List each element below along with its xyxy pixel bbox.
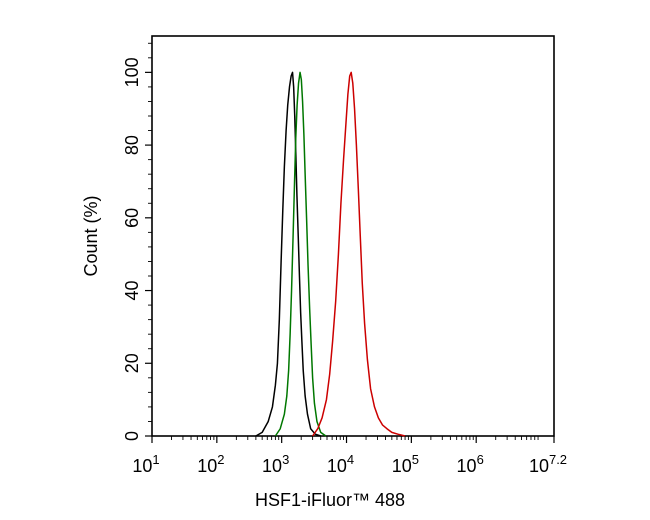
series-line-1 — [255, 71, 321, 437]
x-tick-label: 103 — [262, 452, 289, 476]
y-tick-label: 80 — [122, 135, 142, 155]
y-axis: 0 20 40 60 80 100 — [122, 42, 152, 441]
plot-frame — [151, 35, 555, 437]
series-line-2 — [274, 71, 327, 437]
y-tick-label: 60 — [122, 208, 142, 228]
x-tick-label: 101 — [132, 452, 159, 476]
y-axis-title: Count (%) — [81, 195, 101, 276]
x-tick-label: 106 — [457, 452, 484, 476]
x-tick-label: 105 — [392, 452, 419, 476]
y-tick-label: 20 — [122, 353, 142, 373]
x-tick-label: 102 — [197, 452, 224, 476]
x-tick-label: 104 — [327, 452, 354, 476]
series-line-3 — [311, 71, 406, 437]
x-tick-label: 107.2 — [529, 452, 567, 476]
y-tick-label: 100 — [122, 57, 142, 87]
y-tick-label: 40 — [122, 281, 142, 301]
x-axis-title: HSF1-iFluor™ 488 — [255, 490, 405, 510]
series-layer — [255, 71, 406, 437]
y-tick-label: 0 — [122, 431, 142, 441]
x-axis: 101 102 103 104 105 106 107.2 — [132, 436, 567, 476]
